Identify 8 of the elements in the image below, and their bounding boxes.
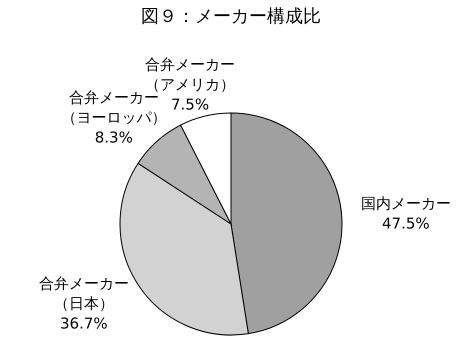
data-label: 47.5% bbox=[382, 214, 430, 233]
data-label: 8.3% bbox=[94, 128, 133, 147]
chart-title: 図９：メーカー構成比 bbox=[141, 6, 321, 27]
slice-label: 合弁メーカー（アメリカ） bbox=[145, 56, 236, 94]
data-label: 7.5% bbox=[171, 96, 210, 114]
slice-label: 国内メーカー bbox=[360, 194, 451, 213]
slice-label: 合弁メーカー（日本） bbox=[38, 274, 129, 312]
data-label: 36.7% bbox=[60, 314, 108, 332]
